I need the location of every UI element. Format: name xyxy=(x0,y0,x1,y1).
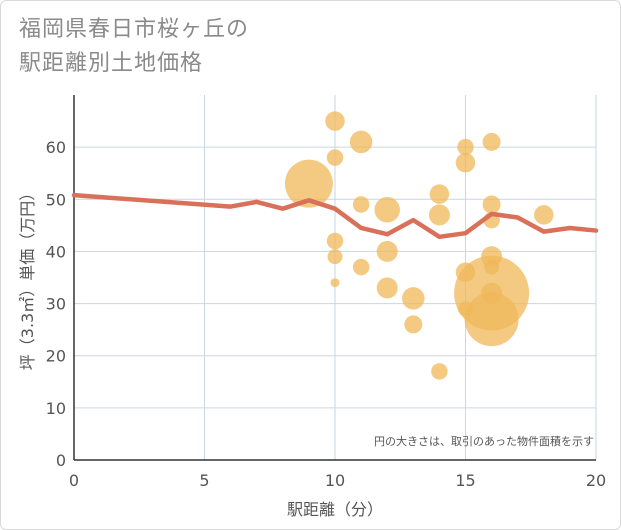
scatter-point-9 xyxy=(374,196,400,223)
average-price-line xyxy=(71,192,599,240)
scatter-point-28 xyxy=(464,292,519,347)
x-axis-label: 駅距離（分） xyxy=(287,500,383,519)
y-tick-label-5: 50 xyxy=(46,190,66,209)
scatter-point-14 xyxy=(429,184,450,204)
scatter-point-2 xyxy=(326,149,344,166)
y-tick-label-4: 40 xyxy=(46,242,66,261)
scatter-point-7 xyxy=(352,196,370,213)
scatter-point-1 xyxy=(325,111,345,131)
x-tick-label-1: 5 xyxy=(199,471,209,490)
scatter-point-6 xyxy=(349,130,373,154)
x-tick-label-2: 10 xyxy=(325,471,345,490)
x-tick-label-3: 15 xyxy=(455,471,475,490)
scatter-point-5 xyxy=(330,278,340,288)
scatter-point-21 xyxy=(482,132,501,151)
scatter-point-17 xyxy=(457,138,474,156)
scatter-point-29 xyxy=(534,205,554,225)
y-tick-label-6: 60 xyxy=(46,138,66,157)
scatter-point-4 xyxy=(327,249,343,265)
bubble-size-note: 円の大きさは、取引のあった物件面積を示す xyxy=(374,434,594,448)
y-axis-label: 坪（3.3㎡）単価（万円） xyxy=(18,185,37,370)
chart-title-line2: 駅距離別土地価格 xyxy=(19,51,204,76)
scatter-point-18 xyxy=(455,153,476,173)
scatter-point-10 xyxy=(376,240,398,262)
scatter-point-11 xyxy=(376,277,398,299)
scatter-point-22 xyxy=(482,195,501,214)
scatter-point-15 xyxy=(428,204,450,226)
chart-title-line1: 福岡県春日市桜ヶ丘の xyxy=(19,17,250,42)
y-tick-label-1: 10 xyxy=(46,399,66,418)
scatter-point-8 xyxy=(352,258,370,276)
scatter-point-16 xyxy=(431,363,448,380)
scatter-point-0 xyxy=(284,159,333,208)
scatter-point-13 xyxy=(404,315,423,334)
x-tick-label-0: 0 xyxy=(69,471,79,490)
y-tick-label-3: 30 xyxy=(46,295,66,314)
scatter-point-3 xyxy=(326,232,344,250)
x-tick-label-4: 20 xyxy=(586,471,606,490)
y-tick-label-0: 0 xyxy=(56,451,66,470)
scatter-point-12 xyxy=(402,287,425,310)
y-tick-label-2: 20 xyxy=(46,347,66,366)
chart-title: 福岡県春日市桜ヶ丘の 駅距離別土地価格 xyxy=(19,13,249,81)
